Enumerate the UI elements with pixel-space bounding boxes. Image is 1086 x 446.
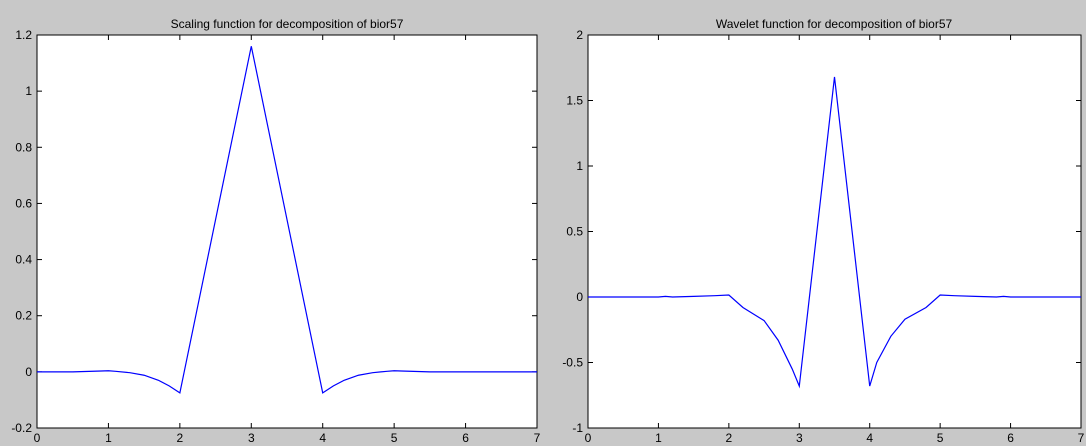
x-tick-label: 1 <box>105 431 112 445</box>
x-tick-label: 1 <box>655 431 662 445</box>
y-tick-label: 0.4 <box>15 253 32 267</box>
x-tick-label: 0 <box>585 431 592 445</box>
y-tick-label: 1 <box>25 84 32 98</box>
x-tick-label: 6 <box>462 431 469 445</box>
x-tick-label: 7 <box>534 431 541 445</box>
x-tick-label: 4 <box>866 431 873 445</box>
x-tick-label: 5 <box>391 431 398 445</box>
x-tick-label: 3 <box>248 431 255 445</box>
y-tick-label: -0.2 <box>11 421 32 435</box>
x-tick-label: 7 <box>1078 431 1085 445</box>
y-tick-label: 0 <box>25 365 32 379</box>
x-tick-label: 6 <box>1007 431 1014 445</box>
axis-ticks: 0 1 2 3 4 5 6 7-0.200.20.40.60.811.2 <box>11 28 540 445</box>
wavelet-function-panel: Wavelet function for decomposition of bi… <box>562 17 1084 445</box>
series-line <box>588 76 1081 389</box>
scaling-function-panel: Scaling function for decomposition of bi… <box>11 17 540 445</box>
axes-box <box>36 34 538 429</box>
y-tick-label: 0.5 <box>566 225 583 239</box>
y-tick-label: -0.5 <box>562 356 583 370</box>
y-tick-label: 0.6 <box>15 196 32 210</box>
y-tick-label: 2 <box>576 28 583 42</box>
chart-title: Wavelet function for decomposition of bi… <box>716 17 953 31</box>
x-tick-label: 3 <box>796 431 803 445</box>
y-tick-label: 1 <box>576 159 583 173</box>
x-tick-label: 0 <box>34 431 41 445</box>
y-tick-label: 1.5 <box>566 94 583 108</box>
y-tick-label: 0.2 <box>15 309 32 323</box>
x-tick-label: 4 <box>319 431 326 445</box>
chart-title: Scaling function for decomposition of bi… <box>171 17 404 31</box>
y-tick-label: -1 <box>572 421 583 435</box>
series-line <box>37 46 537 394</box>
y-tick-label: 0.8 <box>15 140 32 154</box>
axes-box <box>587 34 1082 429</box>
y-tick-label: 1.2 <box>15 28 32 42</box>
x-tick-label: 2 <box>726 431 733 445</box>
x-tick-label: 2 <box>177 431 184 445</box>
x-tick-label: 5 <box>937 431 944 445</box>
y-tick-label: 0 <box>576 290 583 304</box>
